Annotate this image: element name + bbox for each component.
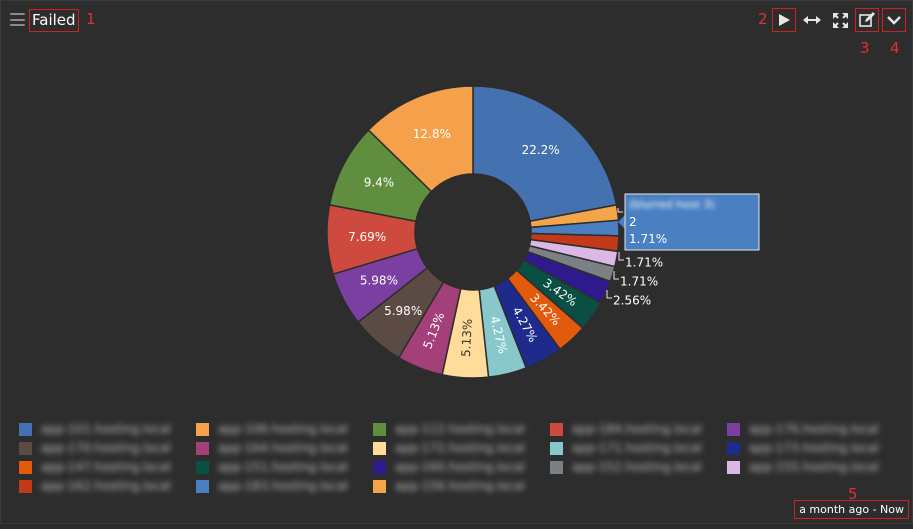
legend-item[interactable]: app-160.hosting.local [373,459,550,475]
slice-data-label: 12.8% [413,127,451,141]
annotation-marker: 3 [860,39,870,57]
legend-swatch [196,422,209,436]
legend-item[interactable]: app-147.hosting.local [19,459,196,475]
legend-label: app-184.hosting.local [572,422,702,436]
tooltip-count: 2 [629,215,637,229]
legend-swatch [373,422,386,436]
legend-item[interactable]: app-106.hosting.local [196,421,373,437]
legend-swatch [19,460,32,474]
legend-item[interactable]: app-152.hosting.local [550,459,727,475]
slice-tooltip: (blurred host 3) 2 1.71% [618,193,760,251]
legend-swatch [550,460,563,474]
slice-data-label: 1.71% [625,256,663,270]
legend-item[interactable]: app-172.hosting.local [373,440,550,456]
legend-label: app-152.hosting.local [572,460,702,474]
slice-data-label: 9.4% [364,176,395,190]
pie-slice[interactable] [472,85,618,223]
slice-data-label: 7.69% [348,230,386,244]
legend-item[interactable]: app-176.hosting.local [727,421,904,437]
pie-slice[interactable] [367,85,474,193]
legend-label: app-106.hosting.local [218,422,348,436]
annotation-marker: 1 [86,10,96,28]
legend-label: app-173.hosting.local [749,441,879,455]
label-connector [606,290,612,299]
legend-item[interactable]: app-184.hosting.local [550,421,727,437]
label-connector [613,271,619,280]
fullscreen-button[interactable] [828,8,852,32]
legend-item[interactable]: app-156.hosting.local [373,478,550,494]
legend-item[interactable]: app-173.hosting.local [727,440,904,456]
legend-label: app-164.hosting.local [218,441,348,455]
label-connector [618,252,624,261]
legend-item[interactable]: app-171.hosting.local [550,440,727,456]
legend-swatch [373,479,386,493]
legend-label: app-172.hosting.local [395,441,525,455]
time-range-label[interactable]: a month ago - Now [794,500,909,519]
legend-swatch [727,422,740,436]
legend-swatch [373,441,386,455]
horizontal-resize-button[interactable] [800,8,824,32]
legend-label: app-170.hosting.local [41,441,171,455]
legend-swatch [196,441,209,455]
slice-data-label: 22.2% [522,143,560,157]
panel-menu-icon[interactable] [10,13,25,26]
fullscreen-icon [832,12,848,28]
legend-swatch [550,422,563,436]
legend-label: app-155.hosting.local [749,460,879,474]
chevron-down-icon [887,16,901,25]
edit-icon [859,12,875,27]
legend-label: app-176.hosting.local [749,422,879,436]
chart-legend: app-101.hosting.local app-106.hosting.loc… [19,421,899,494]
legend-label: app-112.hosting.local [395,422,525,436]
legend-label: app-101.hosting.local [41,422,171,436]
legend-swatch [19,422,32,436]
legend-label: app-171.hosting.local [572,441,702,455]
tooltip-name: (blurred host 3) [629,198,715,211]
slice-data-label: 1.71% [620,275,658,289]
annotation-marker: 5 [848,485,858,503]
legend-swatch [196,479,209,493]
legend-item[interactable]: app-101.hosting.local [19,421,196,437]
legend-label: app-160.hosting.local [395,460,525,474]
slice-data-label: 5.98% [360,273,398,287]
legend-swatch [727,441,740,455]
slice-data-label: 5.13% [459,318,475,357]
tooltip-percent: 1.71% [629,232,667,246]
legend-item[interactable]: app-112.hosting.local [373,421,550,437]
legend-item[interactable]: app-151.hosting.local [196,459,373,475]
legend-label: app-183.hosting.local [218,479,348,493]
annotation-marker: 2 [758,10,768,28]
slice-data-label: 5.98% [384,304,422,318]
legend-item[interactable]: app-170.hosting.local [19,440,196,456]
play-button[interactable] [772,8,796,32]
edit-button[interactable] [855,8,879,32]
label-connector [617,208,623,213]
legend-swatch [19,479,32,493]
legend-item[interactable]: app-164.hosting.local [196,440,373,456]
legend-swatch [19,441,32,455]
panel-title: Failed [29,9,79,32]
horizontal-resize-icon [803,16,821,24]
legend-label: app-147.hosting.local [41,460,171,474]
legend-label: app-151.hosting.local [218,460,348,474]
legend-label: app-162.hosting.local [41,479,171,493]
legend-item[interactable]: app-183.hosting.local [196,478,373,494]
legend-swatch [196,460,209,474]
play-icon [779,14,790,26]
legend-item[interactable]: app-162.hosting.local [19,478,196,494]
annotation-marker: 4 [890,39,900,57]
legend-item[interactable]: app-155.hosting.local [727,459,904,475]
legend-swatch [550,441,563,455]
collapse-button[interactable] [882,8,906,32]
legend-swatch [373,460,386,474]
legend-swatch [727,460,740,474]
legend-label: app-156.hosting.local [395,479,525,493]
slice-data-label: 2.56% [613,294,651,308]
